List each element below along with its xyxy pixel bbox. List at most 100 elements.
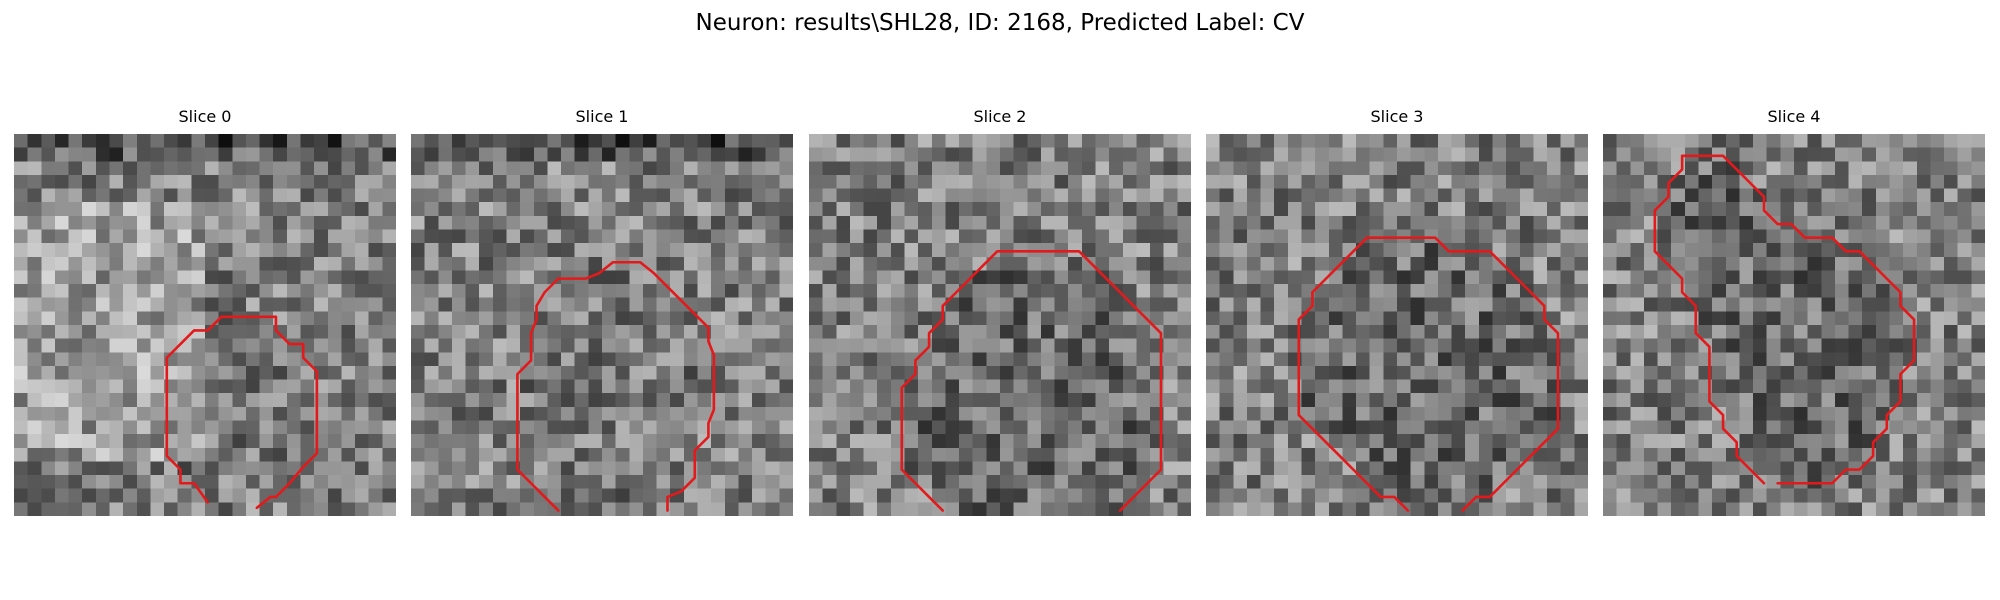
pixel: [1136, 379, 1151, 394]
slice-image: [1206, 134, 1588, 516]
pixel: [724, 420, 739, 435]
pixel: [1150, 297, 1164, 312]
pixel: [465, 188, 480, 203]
pixel: [465, 475, 480, 489]
pixel: [1492, 188, 1507, 203]
pixel: [738, 284, 753, 298]
pixel: [1027, 406, 1042, 421]
pixel: [1930, 325, 1945, 339]
pixel: [1301, 434, 1316, 449]
pixel: [1739, 365, 1754, 380]
pixel: [1821, 174, 1836, 189]
pixel: [1603, 147, 1617, 162]
pixel: [863, 325, 878, 339]
pixel: [724, 406, 739, 421]
pixel: [945, 270, 960, 285]
pixel: [1315, 256, 1330, 271]
pixel: [683, 188, 698, 203]
pixel: [629, 243, 644, 258]
pixel: [136, 379, 151, 394]
pixel: [286, 297, 301, 312]
pixel: [1492, 229, 1507, 244]
pixel: [1095, 161, 1110, 176]
pixel: [959, 365, 973, 380]
pixel: [1739, 447, 1754, 462]
pixel: [1068, 147, 1083, 162]
pixel: [1465, 215, 1480, 230]
pixel: [218, 297, 233, 312]
pixel: [1437, 406, 1452, 421]
pixel: [273, 502, 288, 516]
pixel: [286, 475, 301, 489]
pixel: [1054, 352, 1069, 367]
pixel: [54, 420, 69, 435]
pixel: [1506, 325, 1521, 339]
pixel: [1834, 256, 1849, 271]
pixel: [327, 243, 342, 258]
pixel: [136, 488, 151, 503]
pixel: [123, 338, 138, 353]
pixel: [918, 488, 933, 503]
pixel: [574, 311, 589, 326]
pixel: [724, 161, 739, 176]
pixel: [273, 488, 288, 503]
pixel: [1492, 134, 1507, 148]
pixel: [1274, 338, 1289, 353]
pixel: [1068, 161, 1083, 176]
pixel: [809, 188, 823, 203]
pixel: [547, 147, 562, 162]
pixel: [836, 461, 851, 476]
pixel: [1095, 338, 1110, 353]
pixel: [561, 488, 575, 503]
pixel: [1903, 297, 1918, 312]
pixel: [836, 188, 851, 203]
pixel: [1766, 406, 1781, 421]
pixel: [1519, 365, 1534, 380]
pixel: [1013, 447, 1028, 462]
pixel: [1603, 174, 1617, 189]
pixel: [1122, 447, 1137, 462]
pixel-grid: [1206, 134, 1588, 516]
pixel: [1643, 475, 1658, 489]
pixel: [136, 406, 151, 421]
pixel: [314, 270, 329, 285]
pixel: [986, 311, 1001, 326]
pixel: [314, 325, 329, 339]
pixel: [1163, 352, 1178, 367]
pixel: [1013, 488, 1028, 503]
pixel: [588, 256, 603, 271]
pixel: [1807, 393, 1822, 408]
pixel: [533, 352, 548, 367]
pixel: [1671, 325, 1686, 339]
pixel: [779, 229, 793, 244]
pixel: [656, 243, 671, 258]
pixel: [341, 202, 356, 217]
pixel: [849, 311, 864, 326]
pixel: [1027, 502, 1042, 516]
pixel: [1027, 461, 1042, 476]
pixel: [123, 202, 138, 217]
pixel: [533, 325, 548, 339]
pixel: [68, 243, 83, 258]
pixel: [1944, 502, 1958, 516]
pixel: [1547, 297, 1561, 312]
pixel: [1122, 270, 1137, 285]
pixel: [150, 174, 165, 189]
pixel: [300, 243, 315, 258]
pixel: [177, 365, 192, 380]
pixel: [41, 379, 56, 394]
pixel: [1342, 475, 1357, 489]
pixel: [1944, 434, 1958, 449]
pixel: [986, 338, 1001, 353]
pixel: [547, 406, 562, 421]
pixel: [642, 147, 657, 162]
pixel: [1916, 284, 1931, 298]
pixel: [245, 174, 260, 189]
pixel: [1698, 243, 1713, 258]
pixel: [615, 379, 630, 394]
pixel: [931, 502, 946, 516]
pixel: [1315, 420, 1330, 435]
pixel: [123, 325, 138, 339]
pixel: [1109, 461, 1124, 476]
pixel: [1821, 488, 1836, 503]
